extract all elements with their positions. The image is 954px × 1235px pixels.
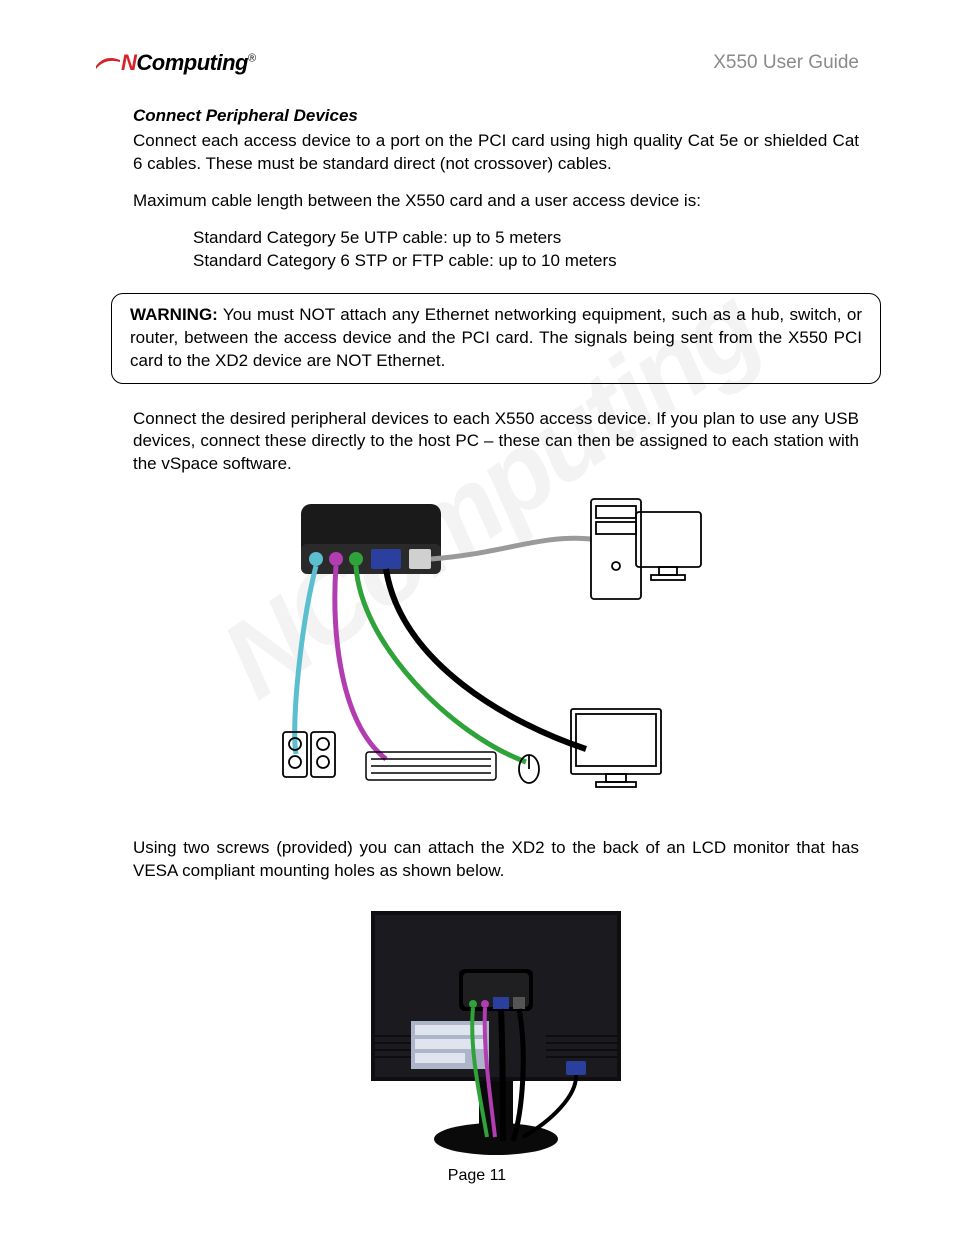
page-content: Connect Peripheral Devices Connect each … [95,106,859,1166]
logo-word: Computing [136,50,248,75]
page-number: Page 11 [0,1167,954,1185]
connection-diagram [281,494,711,804]
warning-text: You must NOT attach any Ethernet network… [130,305,862,370]
logo-letter: N [121,50,136,75]
section-heading: Connect Peripheral Devices [133,106,859,126]
document-title: X550 User Guide [713,52,859,74]
paragraph: Maximum cable length between the X550 ca… [133,190,859,213]
spec-list: Standard Category 5e UTP cable: up to 5 … [133,227,859,273]
registered-mark: ® [248,53,256,65]
page-header: NComputing® X550 User Guide [95,50,859,76]
list-item: Standard Category 6 STP or FTP cable: up… [193,250,859,273]
paragraph: Using two screws (provided) you can atta… [133,837,859,883]
warning-label: WARNING: [130,305,218,324]
logo-swoosh-icon [95,52,121,74]
warning-box: WARNING: You must NOT attach any Etherne… [111,293,881,384]
list-item: Standard Category 5e UTP cable: up to 5 … [193,227,859,250]
vesa-mount-figure [133,901,859,1166]
paragraph: Connect each access device to a port on … [133,130,859,176]
paragraph: Connect the desired peripheral devices t… [133,408,859,477]
logo: NComputing® [95,50,256,76]
vesa-mount-photo [351,901,641,1161]
connection-diagram-figure [133,494,859,809]
